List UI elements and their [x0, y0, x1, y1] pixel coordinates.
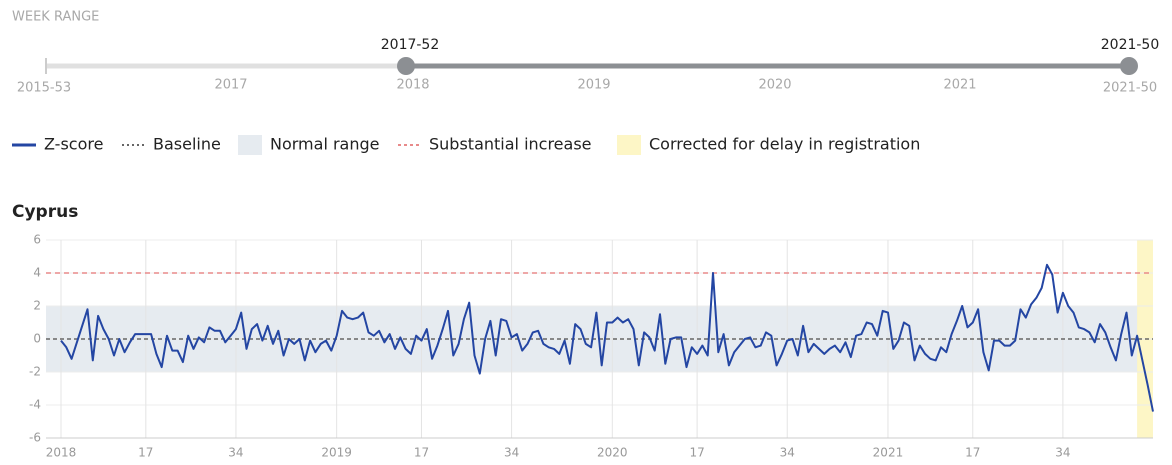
y-tick-label: 6	[33, 233, 41, 247]
slider-handle[interactable]	[397, 57, 415, 75]
slider-tick-label: 2017	[214, 78, 247, 93]
week-range-label: WEEK RANGE	[12, 10, 99, 25]
slider-tick-label: 2018	[396, 78, 429, 93]
slider-tick-label: 2020	[758, 78, 791, 93]
x-tick-label: 34	[1055, 446, 1070, 460]
legend-label: Corrected for delay in registration	[649, 135, 920, 154]
y-tick-label: -4	[29, 398, 41, 412]
legend-swatch	[238, 135, 262, 155]
x-tick-label: 17	[965, 446, 980, 460]
y-tick-label: -2	[29, 365, 41, 379]
slider-end-value: 2021-50	[1101, 37, 1160, 53]
chart-title: Cyprus	[12, 202, 78, 222]
x-tick-label: 34	[504, 446, 519, 460]
legend-label: Z-score	[44, 135, 103, 154]
x-tick-label: 34	[228, 446, 243, 460]
slider-tick-label: 2021	[943, 78, 976, 93]
x-tick-label: 17	[414, 446, 429, 460]
x-tick-label: 17	[138, 446, 153, 460]
y-tick-label: 0	[33, 332, 41, 346]
week-range-slider[interactable]: 2017-52 2021-50 2015-53 2021-50	[17, 37, 1159, 96]
z-score-line	[60, 263, 1154, 412]
slider-max: 2021-50	[1103, 81, 1157, 96]
y-tick-label: -6	[29, 431, 41, 445]
x-tick-label: 34	[780, 446, 795, 460]
slider-start-value: 2017-52	[381, 37, 440, 53]
x-tick-label: 2018	[46, 446, 77, 460]
slider-min: 2015-53	[17, 81, 71, 96]
x-tick-label: 2021	[873, 446, 904, 460]
y-tick-label: 2	[33, 299, 41, 313]
y-tick-label: 4	[33, 266, 41, 280]
slider-handle[interactable]	[1120, 57, 1138, 75]
x-tick-label: 17	[689, 446, 704, 460]
legend-label: Baseline	[153, 135, 221, 154]
slider-tick-label: 2019	[577, 78, 610, 93]
legend-label: Normal range	[270, 135, 380, 154]
x-tick-label: 2019	[321, 446, 352, 460]
legend-swatch	[617, 135, 641, 155]
legend-label: Substantial increase	[429, 135, 592, 154]
x-tick-label: 2020	[597, 446, 628, 460]
